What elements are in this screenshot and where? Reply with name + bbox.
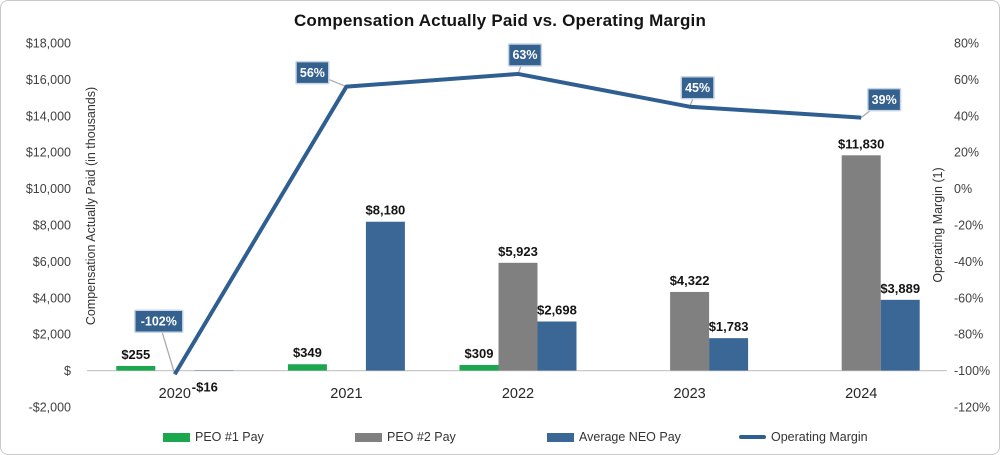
left-axis-tick: $6,000 — [33, 255, 71, 269]
right-axis-tick: -80% — [954, 328, 983, 342]
bar-value-label: $349 — [293, 345, 322, 360]
left-axis-tick: $ — [64, 364, 71, 378]
callout-box — [134, 309, 184, 333]
legend-item-peo-2-pay: PEO #2 Pay — [355, 427, 456, 447]
legend-label-average-neo-pay: Average NEO Pay — [579, 430, 681, 444]
bar-value-label: $4,322 — [670, 273, 710, 288]
callout-box — [867, 87, 902, 112]
left-axis-tick: $16,000 — [26, 73, 71, 87]
legend-label-peo-2-pay: PEO #2 Pay — [387, 430, 456, 444]
left-axis-tick: $14,000 — [26, 109, 71, 123]
left-axis-tick: -$2,000 — [29, 401, 71, 415]
right-axis-tick: 80% — [954, 37, 979, 51]
legend-swatch-peo-2-pay — [355, 432, 382, 442]
callout-label: 45% — [685, 81, 710, 95]
bar-value-label: $3,889 — [880, 281, 920, 296]
right-axis-tick: 60% — [954, 73, 979, 87]
callout-box — [680, 75, 715, 100]
legend-item-operating-margin: Operating Margin — [739, 427, 868, 447]
bar-value-label: $5,923 — [498, 244, 538, 259]
legend-label-operating-margin: Operating Margin — [771, 430, 868, 444]
right-axis-tick: 0% — [954, 182, 972, 196]
right-axis-tick: 40% — [954, 109, 979, 123]
callout-box — [507, 43, 543, 67]
bar-value-label: -$16 — [192, 380, 218, 395]
legend: PEO #1 Pay PEO #2 Pay Average NEO Pay Opera… — [1, 427, 999, 449]
bar-value-label: $1,783 — [709, 319, 749, 334]
x-axis-label-2023: 2023 — [673, 386, 705, 402]
left-axis-tick: $12,000 — [26, 146, 71, 160]
x-axis-label-2024: 2024 — [845, 386, 877, 402]
bar-value-label: $2,698 — [537, 302, 577, 317]
bar-peo-1-pay-2022 — [459, 364, 499, 371]
bar-value-label: $255 — [121, 347, 150, 362]
bar-value-label: $8,180 — [366, 203, 406, 218]
right-axis-tick: -60% — [954, 291, 983, 305]
left-axis-tick: $2,000 — [33, 328, 71, 342]
callout-label: -102% — [141, 315, 177, 329]
callout-box — [295, 60, 330, 85]
x-axis-label-2020: 2020 — [159, 386, 191, 402]
legend-label-peo-1-pay: PEO #1 Pay — [195, 430, 264, 444]
chart-title: Compensation Actually Paid vs. Operating… — [293, 11, 707, 30]
callout-label: 39% — [872, 93, 897, 107]
bar-average-neo-pay-2023 — [709, 338, 749, 371]
chart-svg: $18,000 $16,000 $14,000 $12,000 $10,000 $8,00… — [26, 37, 990, 415]
left-axis-tick: $4,000 — [33, 291, 71, 305]
left-axis-tick: $10,000 — [26, 182, 71, 196]
legend-swatch-peo-1-pay — [163, 432, 190, 442]
right-axis-tick: -20% — [954, 219, 983, 233]
legend-item-peo-1-pay: PEO #1 Pay — [163, 427, 264, 447]
legend-swatch-average-neo-pay — [547, 432, 574, 442]
bar-peo-1-pay-2020 — [116, 365, 156, 371]
left-axis-tick: $8,000 — [33, 219, 71, 233]
right-axis-tick: -120% — [954, 401, 990, 415]
operating-margin-line — [173, 71, 862, 376]
callout-label: 56% — [300, 66, 325, 80]
bar-peo-1-pay-2021 — [287, 364, 327, 371]
x-axis-label-2022: 2022 — [502, 386, 534, 402]
bar-average-neo-pay-2022 — [537, 321, 577, 371]
bar-peo-2-pay-2023 — [670, 291, 710, 371]
callout-label: 63% — [512, 48, 537, 62]
bar-peo-2-pay-2024 — [841, 155, 881, 371]
bar-average-neo-pay-2021 — [365, 221, 405, 371]
left-axis-tick: $18,000 — [26, 37, 71, 51]
x-axis-label-2021: 2021 — [330, 386, 362, 402]
bar-average-neo-pay-2024 — [880, 299, 920, 371]
legend-swatch-operating-margin — [739, 435, 766, 439]
bar-value-label: $309 — [465, 346, 494, 361]
right-axis-tick: -100% — [954, 364, 990, 378]
legend-item-average-neo-pay: Average NEO Pay — [547, 427, 681, 447]
right-axis-tick: -40% — [954, 255, 983, 269]
bar-value-label: $11,830 — [838, 136, 884, 151]
right-axis-tick: 20% — [954, 146, 979, 160]
bar-peo-2-pay-2022 — [498, 262, 538, 371]
